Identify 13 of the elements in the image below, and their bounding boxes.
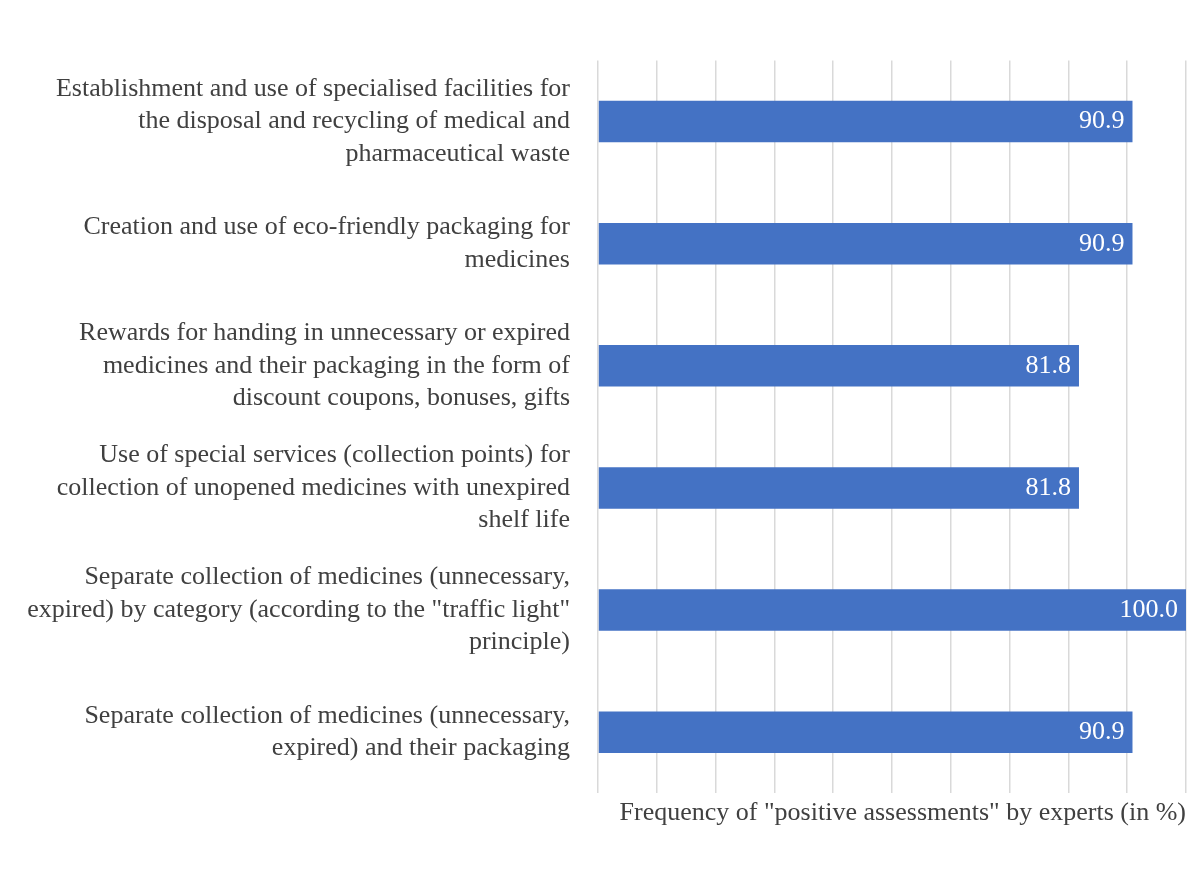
data-label: 90.9: [1078, 227, 1125, 257]
y-tick-label: Separate collection of medicines (unnecessary, expired) and their packaging: [84, 699, 570, 762]
y-tick-label: Separate collection of medicines (unnecessary, expired) by category (according to the "traffic light" principle): [27, 561, 570, 656]
data-label: 90.9: [1078, 716, 1125, 746]
data-label: 81.8: [1025, 471, 1071, 501]
data-label: 81.8: [1025, 349, 1071, 379]
y-tick-label: Rewards for handing in unnecessary or expired medicines and their packaging in the form of discount coupons, bonuses, gifts: [79, 317, 571, 412]
data-label: 100.0: [1119, 593, 1178, 623]
data-label: 90.9: [1078, 105, 1125, 135]
y-tick-label: Use of special services (collection points) for collection of unopened medicines with unexpired shelf life: [56, 439, 571, 534]
y-tick-label: Creation and use of eco-friendly packaging for medicines: [83, 211, 571, 273]
x-axis-title: Frequency of "positive assessments" by experts (in %): [619, 796, 1186, 826]
y-tick-label: Establishment and use of specialised facilities for the disposal and recycling of medical and pharmaceutical waste: [55, 72, 571, 167]
